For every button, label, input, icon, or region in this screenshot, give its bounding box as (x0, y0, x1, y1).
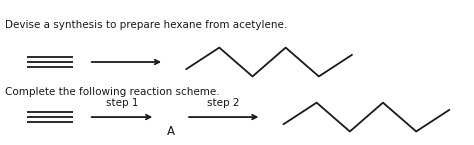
Text: step 2: step 2 (208, 98, 240, 108)
Text: Devise a synthesis to prepare hexane from acetylene.: Devise a synthesis to prepare hexane fro… (5, 20, 287, 30)
Text: Complete the following reaction scheme.: Complete the following reaction scheme. (5, 87, 219, 97)
Text: step 1: step 1 (106, 98, 138, 108)
Text: A: A (167, 125, 174, 138)
